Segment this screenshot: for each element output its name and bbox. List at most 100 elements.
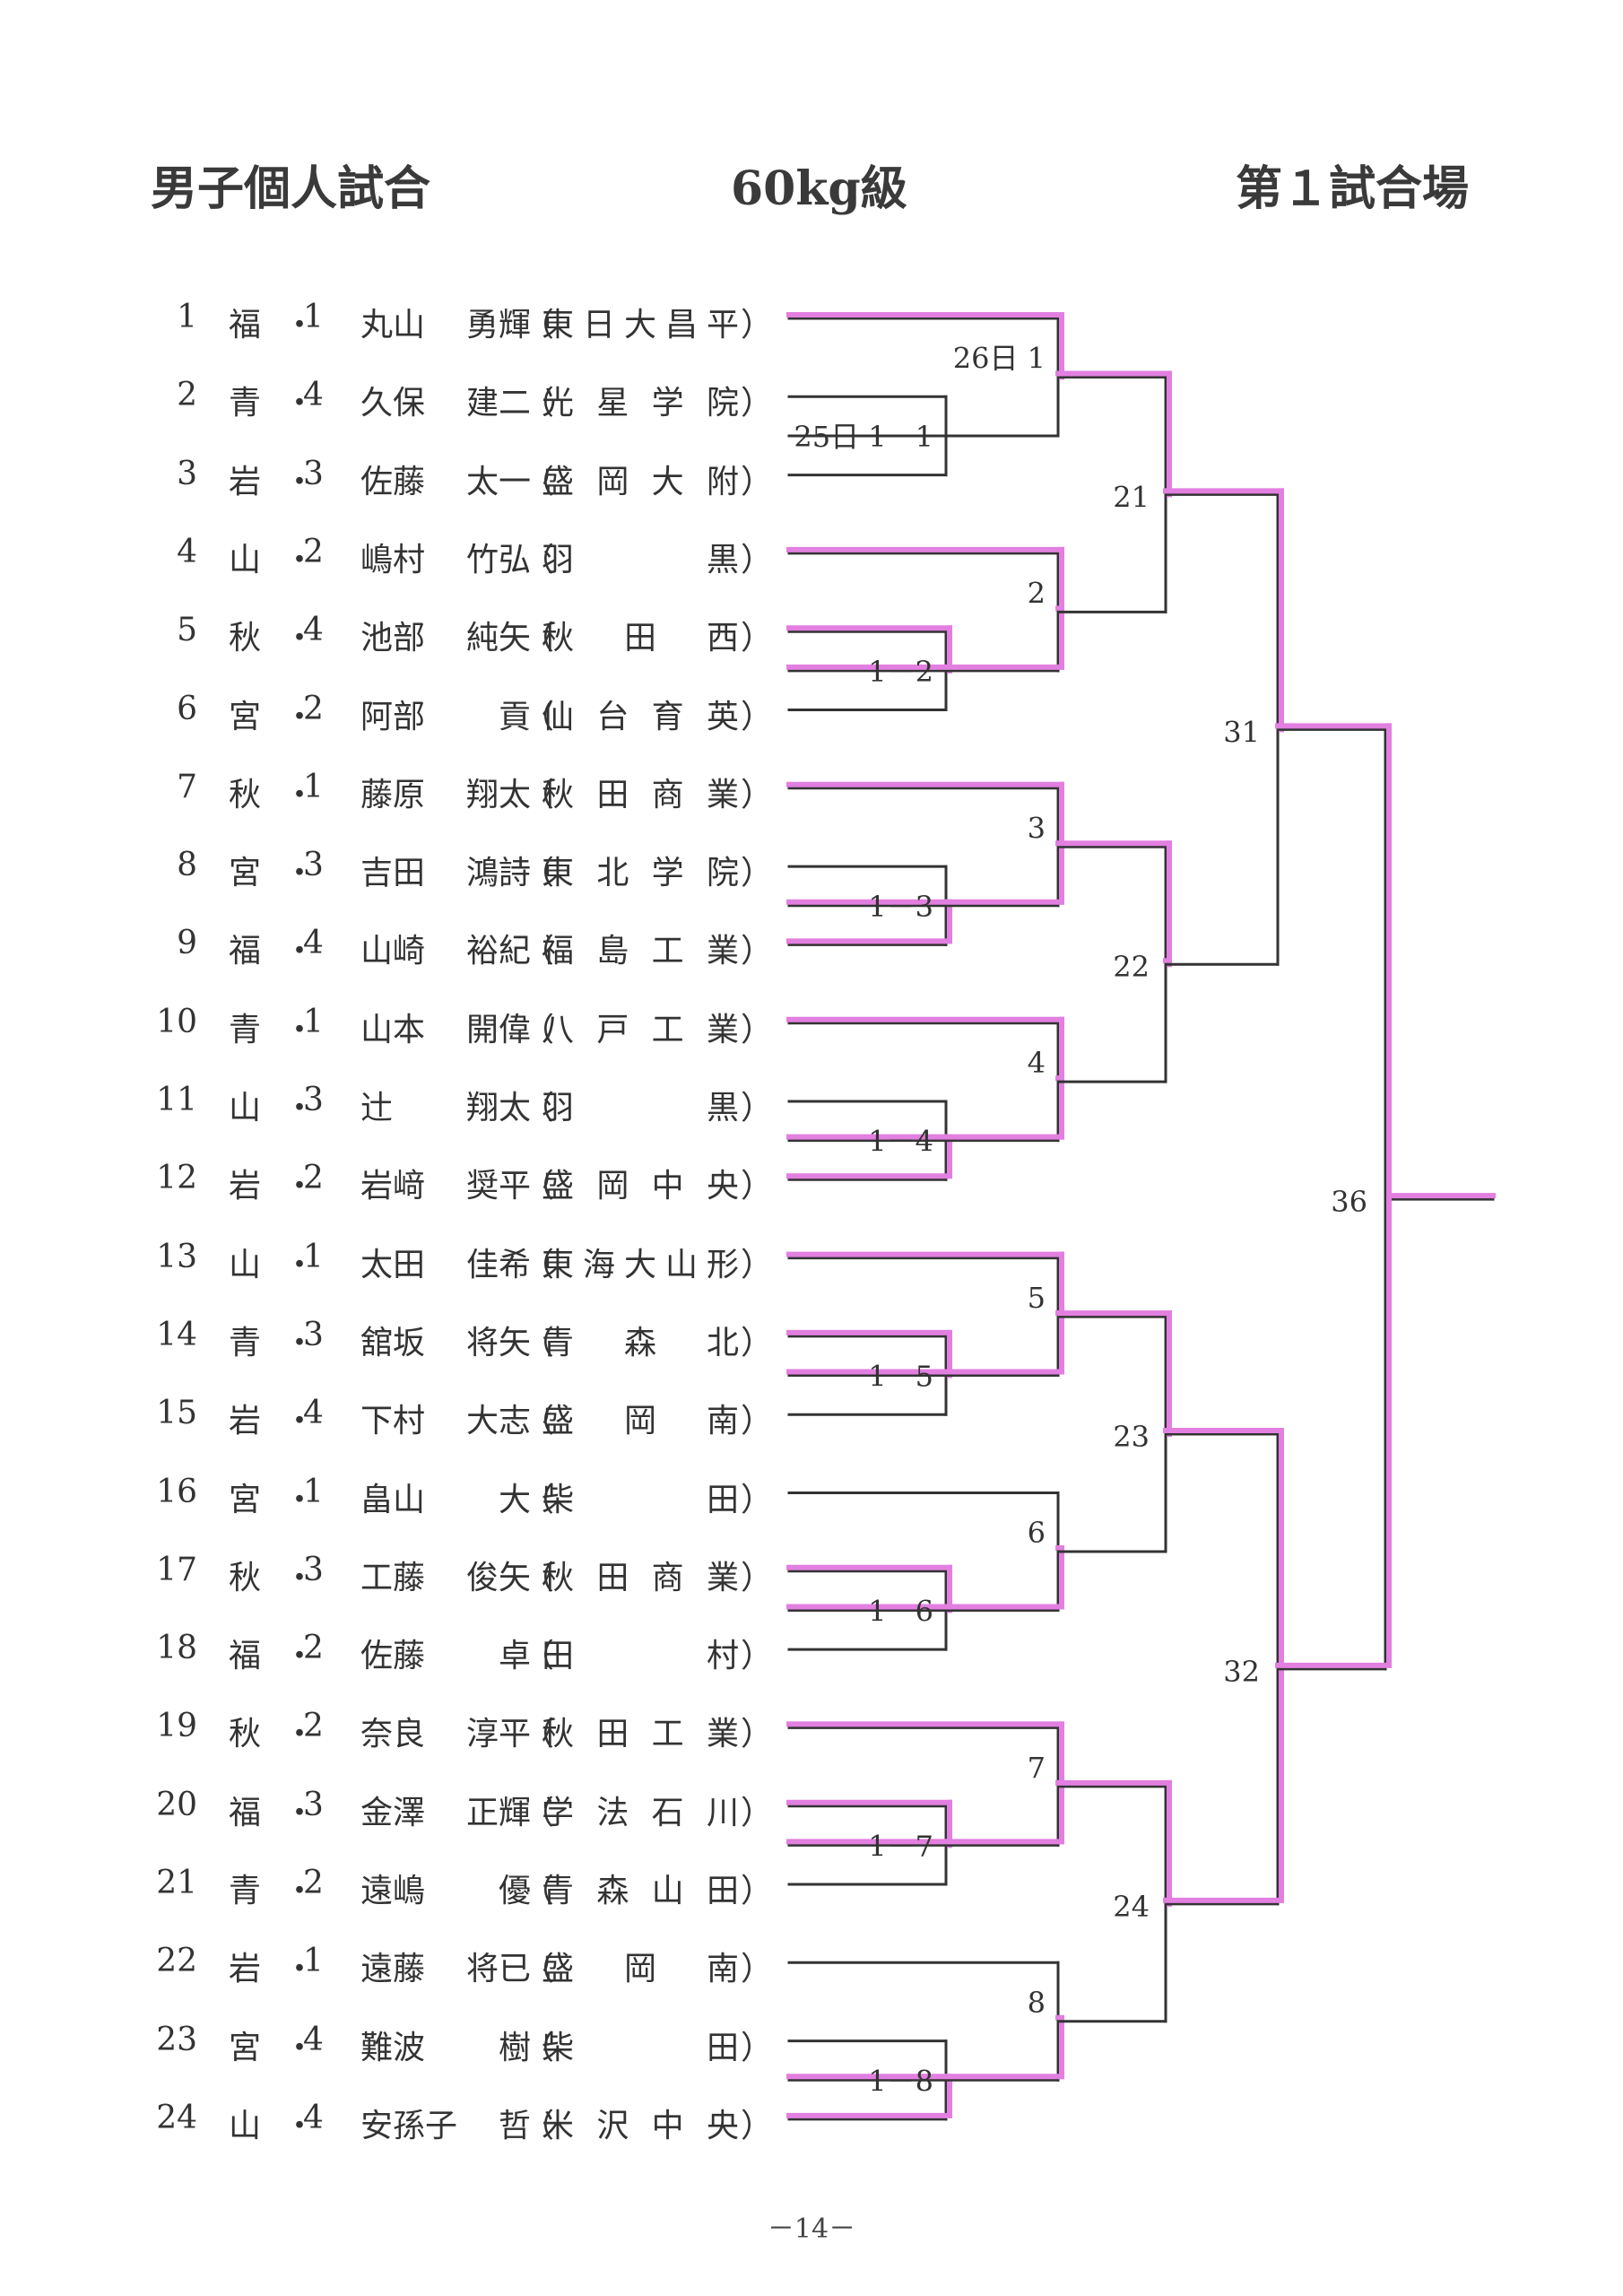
school-open-paren: （ (522, 1011, 555, 1048)
entry-prefecture: 福 (229, 1794, 262, 1831)
prelim-match-label: 1－8 (868, 2064, 933, 2098)
entry-prefecture: 秋 (229, 1716, 262, 1753)
school-open-paren: （ (522, 1794, 555, 1831)
entry-grade: 3 (303, 1786, 324, 1823)
school-close-paren: ） (741, 385, 774, 422)
school-open-paren: （ (522, 1246, 555, 1283)
entry-surname: 佐藤 (360, 1638, 426, 1675)
entry-prefecture: 岩 (229, 1951, 262, 1988)
entry-grade: 2 (303, 1865, 324, 1901)
entry-given-name: 翔太 (465, 776, 531, 813)
entry-given-name: 将已 (465, 1951, 531, 1988)
venue-title: 第１試合場 (1236, 161, 1470, 216)
entry-surname: 遠嶋 (360, 1873, 426, 1909)
school-open-paren: （ (522, 1168, 555, 1205)
entry-surname: 舘坂 (360, 1324, 426, 1361)
separator-dot: ・ (283, 1559, 317, 1596)
entry-number: 22 (156, 1943, 197, 1980)
entry-prefecture: 宮 (229, 698, 262, 735)
school-close-paren: ） (741, 1011, 774, 1048)
school-open-paren: （ (522, 855, 555, 892)
entry-given-name: 将矢 (465, 1324, 531, 1361)
entry-surname: 佐藤 (360, 463, 426, 500)
entry-prefecture: 岩 (229, 1168, 262, 1205)
prelim-match-label: 1－4 (868, 1125, 933, 1159)
entry-prefecture: 山 (229, 2107, 262, 2144)
entry-surname: 工藤 (360, 1559, 426, 1596)
round3-match-label: 32 (1223, 1655, 1260, 1689)
entry-grade: 2 (303, 533, 324, 570)
school-close-paren: ） (741, 776, 774, 813)
entry-given-name: 正輝 (465, 1794, 531, 1831)
school-close-paren: ） (741, 933, 774, 970)
entry-surname: 畠山 (360, 1481, 426, 1518)
school-close-paren: ） (741, 1403, 774, 1440)
entry-school: 柴田 (542, 1481, 739, 1518)
entry-prefecture: 青 (229, 385, 262, 422)
school-open-paren: （ (522, 1324, 555, 1361)
entry-surname: 岩﨑 (360, 1168, 426, 1205)
entry-given-name: 優 (498, 1873, 531, 1909)
entry-grade: 4 (303, 2021, 324, 2058)
entry-surname: 池部 (360, 620, 426, 657)
entry-grade: 3 (303, 1551, 324, 1588)
school-close-paren: ） (741, 1873, 774, 1909)
entry-number: 10 (156, 1003, 197, 1040)
entry-school: 秋田工業 (542, 1716, 739, 1753)
entry-number: 16 (156, 1473, 197, 1510)
separator-dot: ・ (283, 698, 317, 735)
entry-grade: 3 (303, 1316, 324, 1353)
school-open-paren: （ (522, 698, 555, 735)
entry-school: 青森山田 (542, 1873, 739, 1909)
prelim-match-label: 1－6 (868, 1594, 933, 1628)
school-open-paren: （ (522, 1090, 555, 1126)
final-match-label: 36 (1331, 1185, 1367, 1219)
entry-school: 秋田商業 (542, 1559, 739, 1596)
entry-grade: 3 (303, 847, 324, 884)
entry-given-name: 奨平 (465, 1168, 531, 1205)
entry-given-name: 卓 (498, 1638, 531, 1675)
prelim-match-label: 1－3 (868, 890, 933, 924)
separator-dot: ・ (283, 1011, 317, 1048)
entry-school: 秋田西 (542, 620, 739, 657)
round3-match-label: 31 (1223, 715, 1260, 749)
entry-number: 23 (156, 2021, 197, 2058)
entry-given-name: 太一 (465, 463, 531, 500)
school-close-paren: ） (741, 1951, 774, 1988)
entry-surname: 山崎 (360, 933, 426, 970)
entry-given-name: 鴻詩 (465, 855, 531, 892)
round1-match-label: 6 (1028, 1516, 1046, 1550)
entry-surname: 阿部 (360, 698, 426, 735)
round1-match-label: 7 (1028, 1751, 1046, 1785)
entry-given-name: 大志 (465, 1403, 531, 1440)
entry-given-name: 俊矢 (465, 1559, 531, 1596)
entry-number: 7 (177, 768, 197, 805)
school-close-paren: ） (741, 1090, 774, 1126)
entry-prefecture: 青 (229, 1011, 262, 1048)
school-close-paren: ） (741, 1559, 774, 1596)
round2-match-label: 23 (1113, 1420, 1150, 1454)
entry-number: 1 (177, 299, 197, 335)
school-close-paren: ） (741, 1324, 774, 1361)
entry-prefecture: 岩 (229, 463, 262, 500)
school-close-paren: ） (741, 2029, 774, 2066)
entry-given-name: 竹弘 (465, 541, 531, 578)
school-open-paren: （ (522, 1638, 555, 1675)
entry-prefecture: 秋 (229, 1559, 262, 1596)
school-close-paren: ） (741, 1716, 774, 1753)
school-open-paren: （ (522, 1559, 555, 1596)
entry-surname: 藤原 (360, 776, 426, 813)
entry-prefecture: 青 (229, 1873, 262, 1909)
separator-dot: ・ (283, 307, 317, 344)
entry-prefecture: 宮 (229, 855, 262, 892)
separator-dot: ・ (283, 463, 317, 500)
separator-dot: ・ (283, 1324, 317, 1361)
entry-grade: 1 (303, 1238, 324, 1275)
entry-school: 羽黒 (542, 541, 739, 578)
school-open-paren: （ (522, 1716, 555, 1753)
separator-dot: ・ (283, 1794, 317, 1831)
entry-prefecture: 青 (229, 1324, 262, 1361)
entry-number: 6 (177, 690, 197, 727)
page-number: －14－ (767, 2213, 856, 2245)
